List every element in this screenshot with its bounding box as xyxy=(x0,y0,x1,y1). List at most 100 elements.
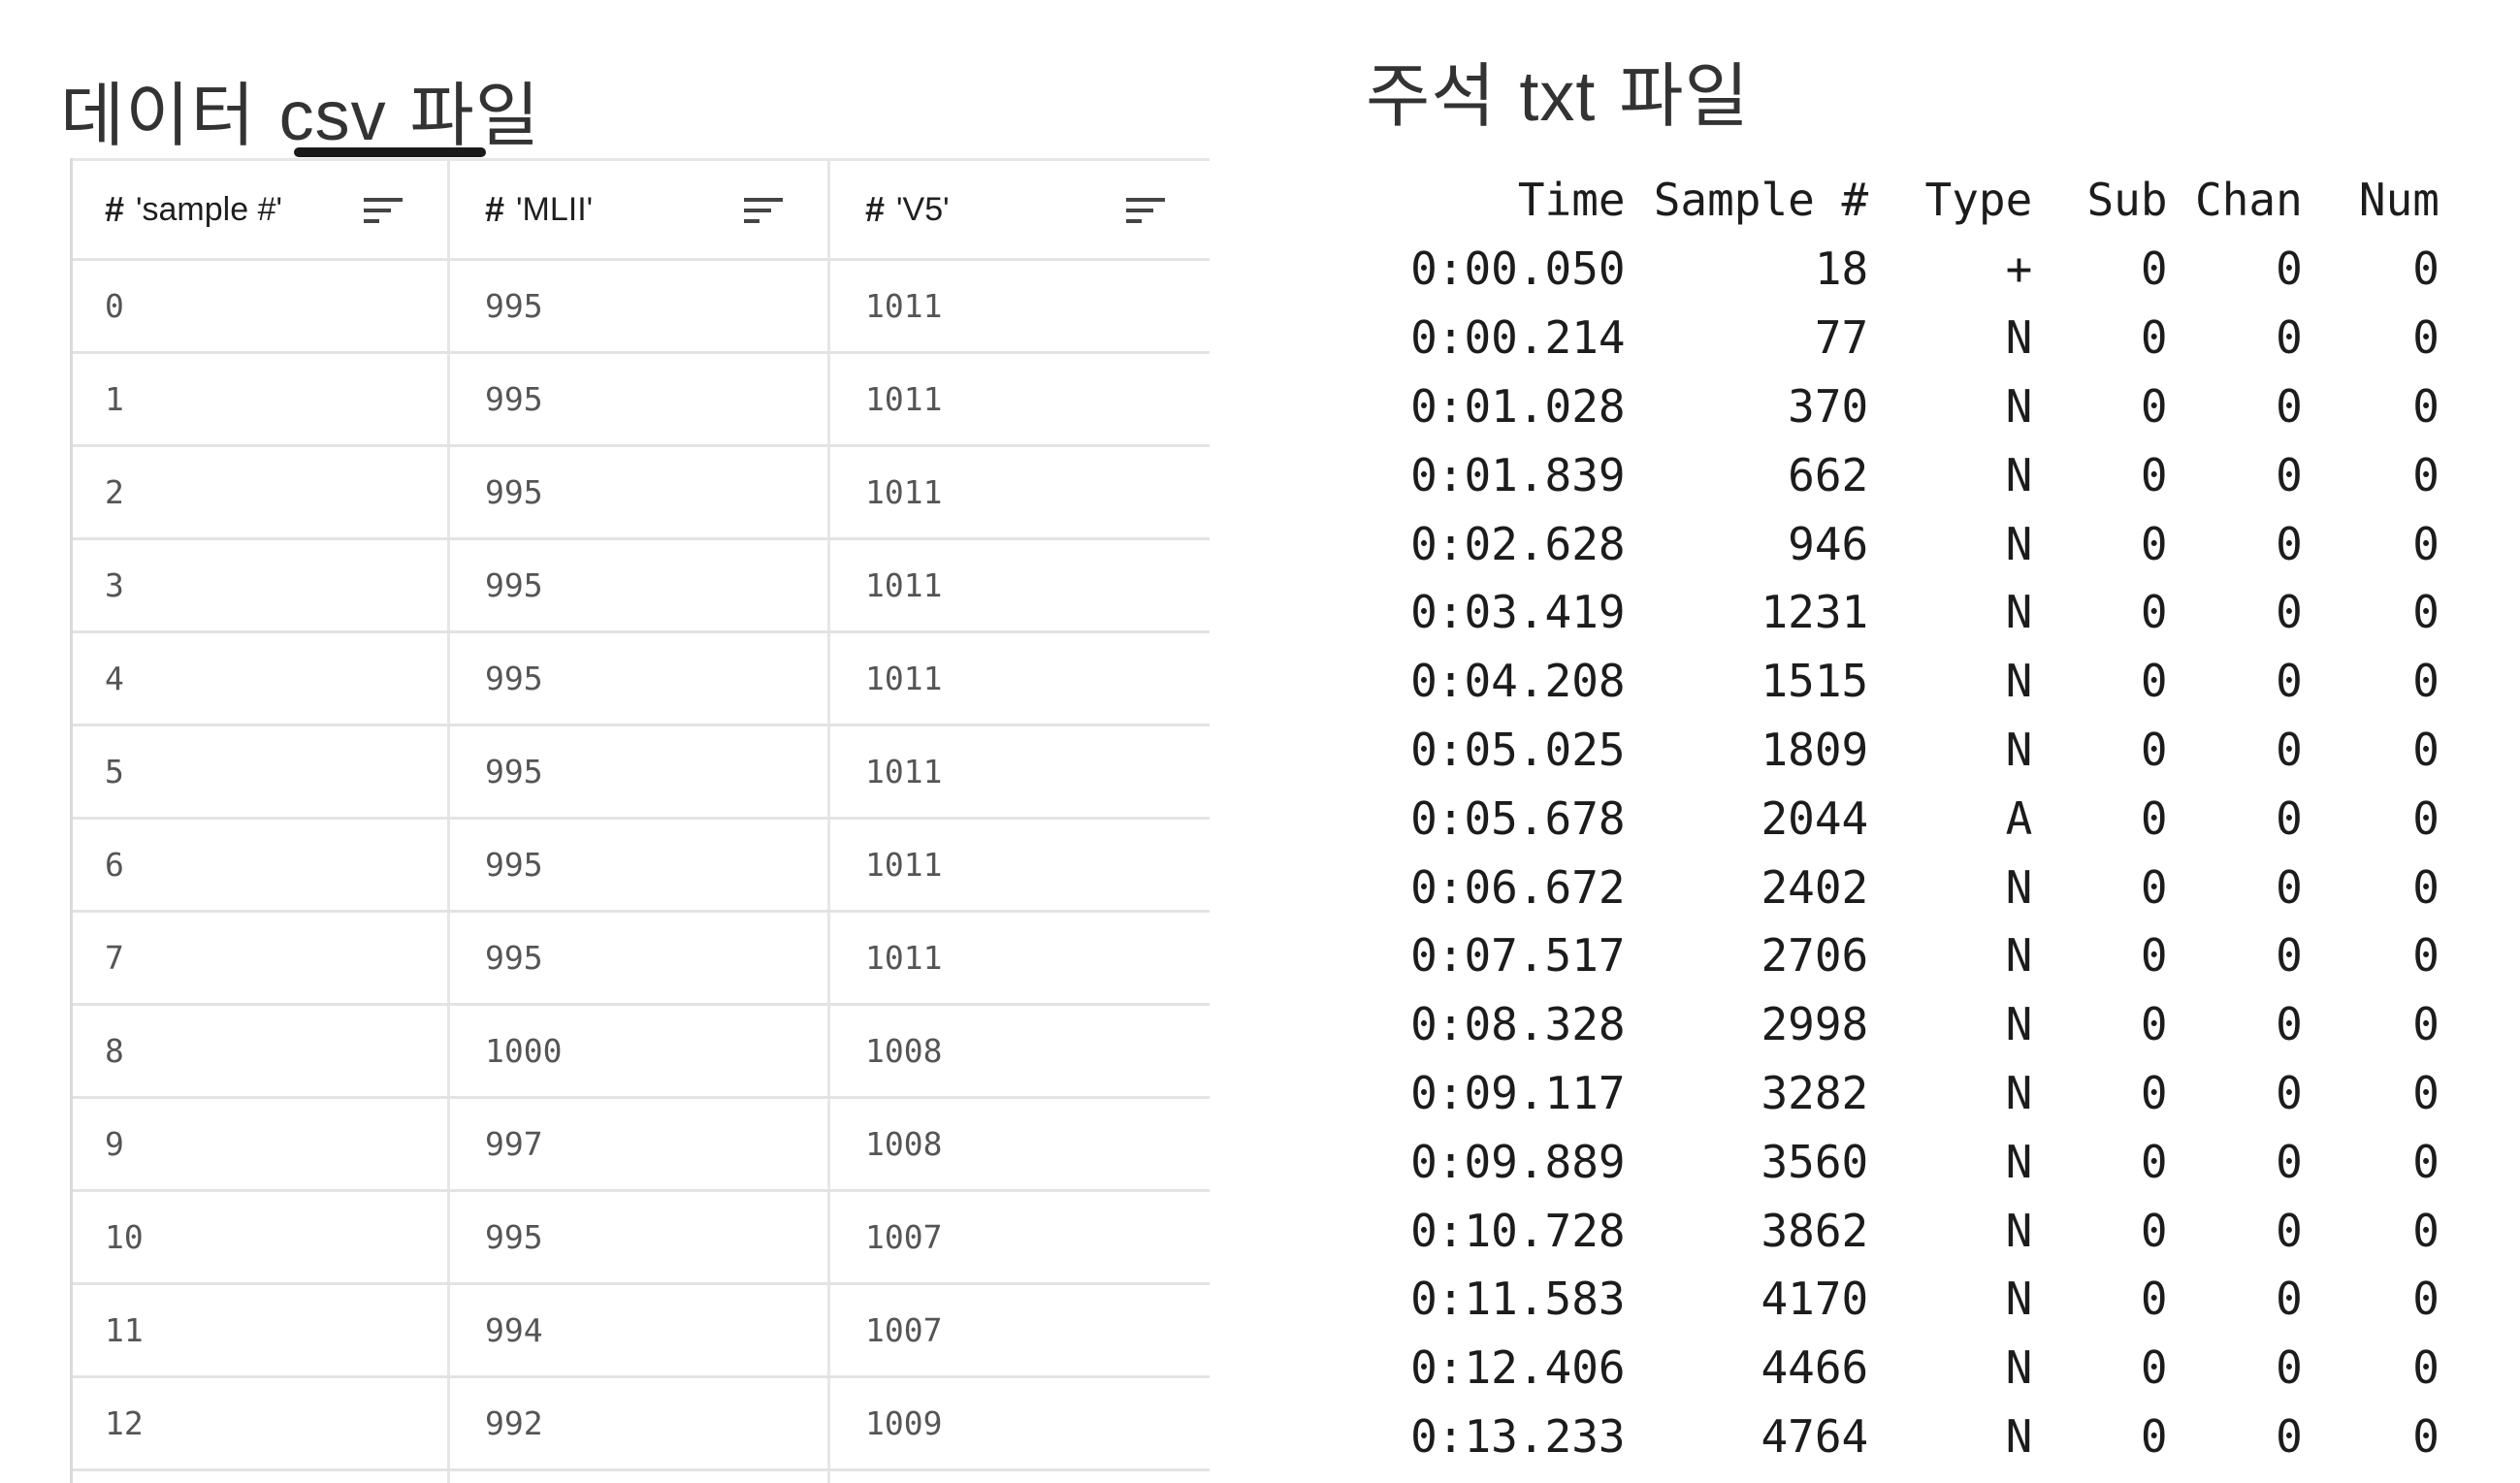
table-cell-mlii: 995 xyxy=(450,261,830,351)
annotation-header-num: Num xyxy=(2358,174,2439,226)
table-cell-empty xyxy=(830,1471,1210,1483)
table-cell-v5: 1008 xyxy=(865,1032,943,1070)
table-row: 0 995 1011 xyxy=(70,261,1210,354)
annotation-cell-num: 0 xyxy=(2412,379,2439,433)
annotation-cell-sample: 946 xyxy=(1788,517,1869,570)
annotation-cell-chan: 0 xyxy=(2276,860,2303,914)
sort-icon[interactable] xyxy=(744,197,785,224)
annotation-row: 0:04.208 1515 N 0 0 0 xyxy=(1382,647,2439,716)
annotation-cell-chan: 0 xyxy=(2276,655,2303,708)
annotation-table: Time Sample # Type Sub Chan Num 0:00.050 18 +0 0 0… xyxy=(1382,165,2439,1470)
table-cell-mlii: 995 xyxy=(450,913,830,1003)
annotation-row: 0:08.328 2998 N 0 0 0 xyxy=(1382,990,2439,1059)
table-cell-sample: 9 xyxy=(70,1099,450,1189)
csv-table-body: 0 995 1011 1 995 1011 2 995 1011 3 995 1011 4 995 1011… xyxy=(70,261,1210,1483)
annotation-cell-sub: 0 xyxy=(2140,998,2168,1051)
table-cell-v5: 1011 xyxy=(865,566,943,604)
annotation-cell-sample: 3282 xyxy=(1761,1066,1869,1119)
annotation-cell-sample: 77 xyxy=(1814,311,1869,365)
sort-icon[interactable] xyxy=(1126,197,1167,224)
table-cell-empty xyxy=(450,1471,830,1483)
table-cell-mlii: 994 xyxy=(450,1285,830,1375)
annotation-row: 0:05.678 2044 A 0 0 0 xyxy=(1382,784,2439,853)
annotation-cell-time: 0:12.406 xyxy=(1410,1341,1626,1395)
annotation-cell-type: N xyxy=(2005,860,2033,914)
annotation-cell-sub: 0 xyxy=(2140,1409,2168,1463)
column-header-v5[interactable]: # 'V5' xyxy=(830,161,1210,258)
annotation-cell-type: N xyxy=(2005,517,2033,570)
annotation-cell-sub: 0 xyxy=(2140,1135,2168,1188)
data-csv-title-suffix: 파일 xyxy=(386,75,540,156)
table-left-border xyxy=(70,158,73,1483)
annotation-cell-num: 0 xyxy=(2412,1204,2439,1257)
annotation-cell-chan: 0 xyxy=(2276,723,2303,776)
table-row: 9 997 1008 xyxy=(70,1099,1210,1192)
annotation-header-type: Type xyxy=(1924,174,2033,226)
annotation-cell-sample: 2998 xyxy=(1761,998,1869,1051)
column-header-mlii[interactable]: # 'MLII' xyxy=(450,161,830,258)
annotation-header-chan: Chan xyxy=(2195,174,2303,226)
annotation-cell-chan: 0 xyxy=(2276,998,2303,1051)
annotation-cell-type: N xyxy=(2005,1341,2033,1395)
csv-data-table: #'sample #' # 'MLII' # 'V5' 0 995 1011 1 995 1011… xyxy=(70,158,1210,1483)
annotation-cell-sample: 4170 xyxy=(1761,1273,1869,1326)
annotation-cell-chan: 0 xyxy=(2276,448,2303,501)
annotation-row: 0:00.050 18 +0 0 0 xyxy=(1382,235,2439,304)
annotation-cell-time: 0:08.328 xyxy=(1410,998,1626,1051)
csv-header-row: # 'sample #' # 'MLII' # 'V5' xyxy=(70,158,1210,261)
annotation-cell-sample: 2706 xyxy=(1761,929,1869,983)
table-cell-mlii: 1000 xyxy=(450,1006,830,1096)
annotation-cell-num: 0 xyxy=(2412,1273,2439,1326)
table-cell-v5: 1007 xyxy=(865,1218,943,1256)
column-header-sample[interactable]: # 'sample #' xyxy=(70,161,450,258)
annotation-cell-chan: 0 xyxy=(2276,586,2303,639)
annotation-cell-sub: 0 xyxy=(2140,1273,2168,1326)
table-cell-sample: 7 xyxy=(70,913,450,1003)
annotation-cell-sample: 370 xyxy=(1788,379,1869,433)
annotation-cell-time: 0:09.117 xyxy=(1410,1066,1626,1119)
annotation-row: 0:02.628 946 N 0 0 0 xyxy=(1382,509,2439,578)
annotation-cell-sample: 2044 xyxy=(1761,791,1869,845)
annotation-cell-num: 0 xyxy=(2412,723,2439,776)
annotation-cell-num: 0 xyxy=(2412,242,2439,296)
data-csv-title-ext: csv xyxy=(278,78,387,155)
table-row: 5 995 1011 xyxy=(70,726,1210,820)
annotation-cell-num: 0 xyxy=(2412,311,2439,365)
annotation-cell-chan: 0 xyxy=(2276,929,2303,983)
sort-icon[interactable] xyxy=(364,197,404,224)
annotation-cell-sample: 1515 xyxy=(1761,655,1869,708)
annotation-cell-type: A xyxy=(2005,791,2033,845)
annotation-cell-sub: 0 xyxy=(2140,1066,2168,1119)
numeric-type-icon: # xyxy=(865,189,886,229)
table-cell-sample: 3 xyxy=(70,540,450,630)
table-cell-v5: 1011 xyxy=(865,846,943,884)
table-row: 6 995 1011 xyxy=(70,820,1210,913)
annotation-cell-type: + xyxy=(2005,242,2033,296)
annotation-cell-time: 0:06.672 xyxy=(1410,860,1626,914)
annotation-header-time: Time xyxy=(1517,174,1626,226)
annotation-cell-type: N xyxy=(2005,448,2033,501)
annotation-cell-time: 0:11.583 xyxy=(1410,1273,1626,1326)
table-cell-mlii: 995 xyxy=(450,726,830,817)
annotation-cell-time: 0:00.214 xyxy=(1410,311,1626,365)
column-header-label: 'sample #' xyxy=(136,190,282,228)
annotation-cell-num: 0 xyxy=(2412,517,2439,570)
annotation-cell-num: 0 xyxy=(2412,1066,2439,1119)
annotation-row: 0:07.517 2706 N 0 0 0 xyxy=(1382,921,2439,990)
table-cell-empty xyxy=(70,1471,450,1483)
annotation-cell-sample: 1809 xyxy=(1761,723,1869,776)
annotation-cell-chan: 0 xyxy=(2276,1204,2303,1257)
annotation-txt-title: 주석 txt 파일 xyxy=(1366,39,1750,141)
table-cell-v5: 1011 xyxy=(865,660,943,697)
annotation-cell-sample: 4764 xyxy=(1761,1409,1869,1463)
annotation-cell-sub: 0 xyxy=(2140,586,2168,639)
annotation-cell-type: N xyxy=(2005,998,2033,1051)
annotation-cell-chan: 0 xyxy=(2276,791,2303,845)
annotation-cell-time: 0:05.678 xyxy=(1410,791,1626,845)
table-cell-mlii: 997 xyxy=(450,1099,830,1189)
annotation-cell-num: 0 xyxy=(2412,586,2439,639)
table-cell-v5: 1011 xyxy=(865,473,943,511)
annotation-cell-time: 0:01.839 xyxy=(1410,448,1626,501)
table-cell-sample: 2 xyxy=(70,447,450,537)
table-row: 1 995 1011 xyxy=(70,354,1210,447)
